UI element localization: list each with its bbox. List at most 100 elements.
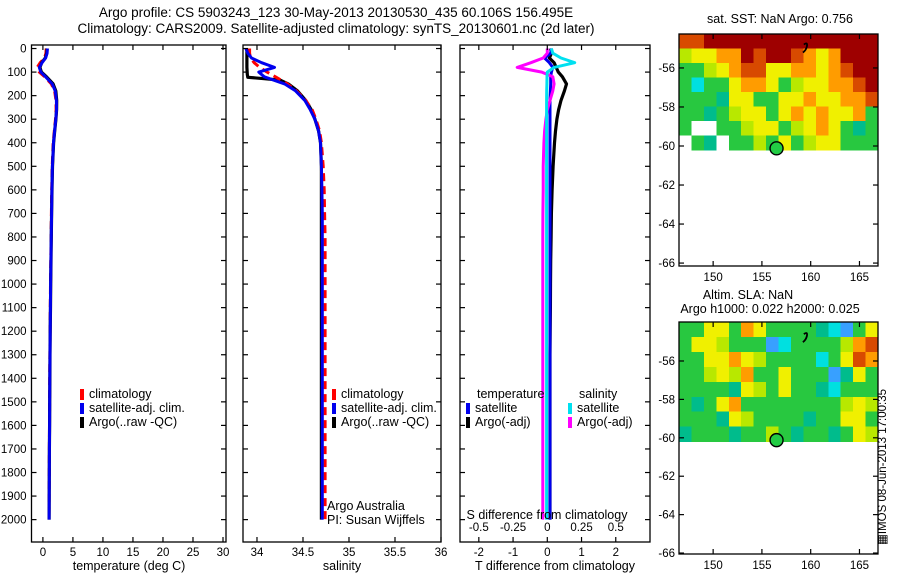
svg-text:1: 1 <box>578 547 584 559</box>
legend-item-s-satellite: satellite <box>568 401 633 415</box>
s-argo-adj-swatch-icon <box>568 416 572 428</box>
legend-item-t-argo-adj: Argo(-adj) <box>466 415 544 429</box>
legend-label: satellite-adj. clim. <box>89 401 185 415</box>
legend-header-temperature: temperature <box>477 387 545 401</box>
svg-text:160: 160 <box>801 272 820 284</box>
svg-text:165: 165 <box>850 272 869 284</box>
climatology-swatch-icon <box>332 388 336 400</box>
svg-text:1700: 1700 <box>1 444 27 456</box>
svg-text:100: 100 <box>7 67 26 79</box>
svg-text:-58: -58 <box>658 102 675 114</box>
svg-text:-1: -1 <box>508 547 518 559</box>
svg-text:1500: 1500 <box>1 397 27 409</box>
svg-text:20: 20 <box>157 547 170 559</box>
svg-text:1000: 1000 <box>1 279 27 291</box>
svg-text:15: 15 <box>127 547 140 559</box>
legend-salinity-panel: climatology satellite-adj. clim. Argo(..… <box>332 387 437 429</box>
annotation-argo-australia: Argo Australia <box>327 499 405 513</box>
legend-label: Argo(..raw -QC) <box>89 415 178 429</box>
sla-map-title-line2: Argo h1000: 0.022 h2000: 0.025 <box>680 302 860 316</box>
svg-text:2000: 2000 <box>1 515 27 527</box>
svg-text:0.5: 0.5 <box>608 522 624 534</box>
svg-text:34: 34 <box>251 547 264 559</box>
legend-label: climatology <box>341 387 404 401</box>
legend-label: Argo(-adj) <box>577 415 633 429</box>
svg-text:5: 5 <box>70 547 76 559</box>
svg-text:300: 300 <box>7 114 26 126</box>
svg-text:1300: 1300 <box>1 350 27 362</box>
legend-item-t-satellite: satellite <box>466 401 544 415</box>
svg-text:10: 10 <box>97 547 110 559</box>
legend-item-climatology: climatology <box>80 387 185 401</box>
svg-text:-66: -66 <box>658 548 675 560</box>
svg-text:0: 0 <box>40 547 46 559</box>
svg-text:-56: -56 <box>658 63 675 75</box>
legend-label: satellite <box>577 401 620 415</box>
svg-text:-58: -58 <box>658 394 675 406</box>
salinity-axis-label: salinity <box>322 559 362 573</box>
svg-text:155: 155 <box>752 560 771 572</box>
temperature-axis-label: temperature (deg C) <box>72 559 186 573</box>
legend-label: Argo(..raw -QC) <box>341 415 430 429</box>
svg-text:34.5: 34.5 <box>292 547 314 559</box>
sst-map-title: sat. SST: NaN Argo: 0.756 <box>707 12 853 26</box>
legend-temperature-diff: temperature satellite Argo(-adj) <box>466 387 544 429</box>
svg-text:-0.25: -0.25 <box>500 522 526 534</box>
svg-text:155: 155 <box>752 272 771 284</box>
legend-salinity-diff: salinity satellite Argo(-adj) <box>568 387 633 429</box>
argo-raw-swatch-icon <box>332 416 336 428</box>
svg-text:1600: 1600 <box>1 420 27 432</box>
figure-title-line2: Climatology: CARS2009. Satellite-adjuste… <box>77 21 595 36</box>
legend-label: climatology <box>89 387 152 401</box>
svg-text:-66: -66 <box>658 258 675 270</box>
s-satellite-swatch-icon <box>568 402 572 414</box>
legend-item-argo-raw: Argo(..raw -QC) <box>80 415 185 429</box>
t-satellite-swatch-icon <box>466 402 470 414</box>
svg-text:800: 800 <box>7 232 26 244</box>
svg-text:-60: -60 <box>658 433 675 445</box>
svg-text:-60: -60 <box>658 141 675 153</box>
legend-temperature-panel: climatology satellite-adj. clim. Argo(..… <box>80 387 185 429</box>
svg-text:0: 0 <box>544 522 550 534</box>
climatology-swatch-icon <box>80 388 84 400</box>
svg-text:35: 35 <box>343 547 356 559</box>
svg-text:200: 200 <box>7 91 26 103</box>
svg-text:36: 36 <box>435 547 448 559</box>
svg-text:30: 30 <box>217 547 230 559</box>
legend-item-satellite-adj: satellite-adj. clim. <box>332 401 437 415</box>
legend-item-climatology: climatology <box>332 387 437 401</box>
legend-label: Argo(-adj) <box>475 415 531 429</box>
legend-header-salinity: salinity <box>579 387 618 401</box>
svg-text:-0.5: -0.5 <box>469 522 489 534</box>
svg-text:-2: -2 <box>474 547 484 559</box>
svg-text:1800: 1800 <box>1 468 27 480</box>
satellite-adj-swatch-icon <box>332 402 336 414</box>
svg-text:400: 400 <box>7 138 26 150</box>
t-difference-axis-label: T difference from climatology <box>474 559 636 573</box>
svg-text:-56: -56 <box>658 356 675 368</box>
figure-title-line1: Argo profile: CS 5903243_123 30-May-2013… <box>98 5 574 20</box>
svg-text:1400: 1400 <box>1 373 27 385</box>
satellite-adj-swatch-icon <box>80 402 84 414</box>
legend-item-satellite-adj: satellite-adj. clim. <box>80 401 185 415</box>
svg-text:0: 0 <box>20 44 26 56</box>
svg-text:35.5: 35.5 <box>384 547 406 559</box>
svg-text:500: 500 <box>7 161 26 173</box>
legend-label: satellite <box>475 401 518 415</box>
svg-text:2: 2 <box>613 547 619 559</box>
svg-text:25: 25 <box>187 547 200 559</box>
svg-text:165: 165 <box>850 560 869 572</box>
svg-text:0.25: 0.25 <box>570 522 592 534</box>
svg-text:900: 900 <box>7 256 26 268</box>
svg-text:-62: -62 <box>658 471 675 483</box>
imos-watermark: ▦IMOS 08-Jun-2013 17:00:35 <box>877 389 889 545</box>
svg-text:700: 700 <box>7 208 26 220</box>
sla-map-title-line1: Altim. SLA: NaN <box>702 288 794 302</box>
svg-text:-64: -64 <box>658 219 675 231</box>
legend-label: satellite-adj. clim. <box>341 401 437 415</box>
svg-text:1200: 1200 <box>1 326 27 338</box>
svg-text:1900: 1900 <box>1 491 27 503</box>
annotation-pi-name: PI: Susan Wijffels <box>327 513 425 527</box>
